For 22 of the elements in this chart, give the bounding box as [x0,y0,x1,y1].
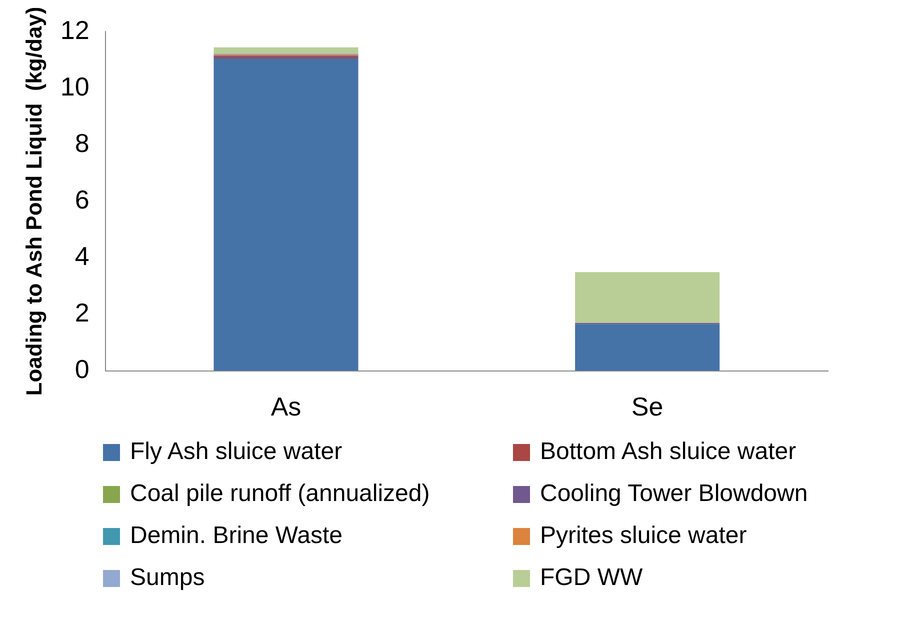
bar [575,324,720,371]
bar [214,58,358,371]
legend-label: Pyrites sluice water [540,522,747,550]
y-tick-label: 4 [74,240,90,271]
bar [214,47,358,54]
y-tick-label: 6 [74,184,90,214]
bar [575,272,720,324]
legend-label: Sumps [130,564,205,592]
y-tick-label: 8 [74,128,90,158]
x-tick-label: As [270,392,302,422]
legend-label: Fly Ash sluice water [130,438,342,466]
legend-label: Coal pile runoff (annualized) [130,480,430,508]
legend-label: Cooling Tower Blowdown [540,480,808,508]
y-tick-label: 12 [60,14,90,45]
legend-label: Bottom Ash sluice water [540,438,796,466]
y-tick-label: 2 [74,297,90,328]
legend-label: Demin. Brine Waste [130,522,343,550]
y-axis-title: Loading to Ash Pond Liquid (kg/day) [21,6,46,396]
y-tick-label: 10 [60,71,90,102]
y-tick-label: 0 [74,354,90,384]
x-tick-label: Se [631,392,664,422]
legend-label: FGD WW [540,564,643,592]
